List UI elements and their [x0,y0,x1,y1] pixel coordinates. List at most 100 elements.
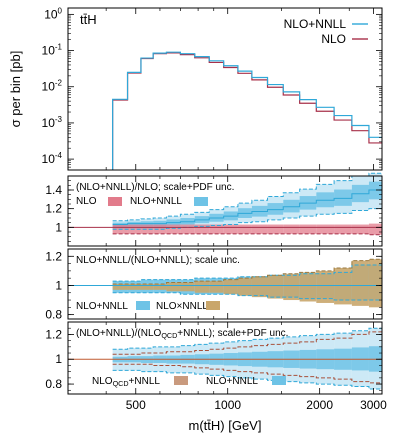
ratio-panel-1: 1 1.2 1.4 (NLO+NNLL)/NLO; scale+PDF unc. NLO… [45,172,383,247]
band-nlo [180,224,195,234]
band-nlo [166,224,181,234]
band-nlo-nnll [283,199,300,213]
plot-frame [67,7,383,171]
ratio-panel-2: 0.8 1 1.2 NLO+NNLL/(NLO+NNLL); scale unc. NL… [45,248,383,322]
central-nlo-nnll [112,189,382,226]
plot-frame [67,175,383,247]
x-tick-label: 3000 [360,398,387,412]
legend-label: NLO+NNLL [206,376,258,387]
y-tick-label: 1.2 [45,202,62,216]
band-nlo-x-nnll [267,275,284,299]
lower-nloqcd-nnll [112,363,382,384]
band-nlo [237,224,252,234]
band-nlo [194,224,210,234]
y-tick-label: 1 [55,278,62,292]
band-nlo-x-nnll [153,284,167,290]
x-tick-label: 2000 [306,398,333,412]
band-nlo [251,224,268,234]
band-nlo-x-nnll [237,278,252,296]
panel-label-part: (NLO+NNLL)/(NLO [76,328,162,339]
plot-frame [67,248,383,320]
legend-label: NLO+NNLL [284,17,347,31]
lower-nlo-nnll [112,292,382,301]
band-nlo-x-nnll [194,281,210,293]
band-nlo [283,224,300,234]
y-tick-label: 10-3 [42,115,63,130]
band-nlo [209,224,224,234]
y-tick-label: 1 [55,220,62,234]
panel-label-part: +NNLL); scale+PDF unc. [177,328,288,339]
band-nlo-x-nnll [140,284,154,290]
panel-label: (NLO+NNLL)/NLO; scale+PDF unc. [76,182,234,193]
y-tick-label: 100 [44,6,62,21]
band-nlo-nnll [267,203,284,215]
band-nlo-x-nnll [166,282,181,292]
panel-label: (NLO+NNLL)/(NLOQCD+NNLL); scale+PDF unc. [76,328,288,340]
lower-nlo-nnll [112,208,382,230]
band-nlo [140,224,154,234]
legend-label: NLO×NNLL [156,301,208,312]
y-axis-label: σ per bin [pb] [8,51,23,128]
x-axis-label: m(tt̄H) [GeV] [189,418,262,433]
legend-label-part: NLO [92,376,113,387]
y-tick-label: 10-4 [42,151,63,166]
band-nlo-x-nnll [316,270,335,303]
y-tick-label: 10-1 [42,43,63,58]
series-line-nlo-nnll [112,51,382,170]
band-nlo [153,224,167,234]
band-nlo [351,224,369,234]
legend-label: NLO [321,32,346,46]
legend-label: NLO+NNLL [130,196,182,207]
y-tick-label: 10-2 [42,79,63,94]
band-nlo [334,224,352,234]
panel-label-part: QCD [161,331,177,340]
legend-swatch [194,197,208,206]
band-nlo [267,224,284,234]
y-tick-label: 0.8 [45,308,62,322]
lower-nlo-nnll [112,369,382,390]
legend-label: NLO [76,196,97,207]
y-tick-label: 0.8 [45,377,62,391]
legend-label: NLOQCD+NNLL [92,376,160,388]
legend-swatch [206,301,220,310]
legend-label-part: QCD [113,379,129,388]
shared-x-axis: 500 1000 2000 3000 m(tt̄H) [GeV] [126,398,387,433]
y-tick-label: 1 [55,352,62,366]
series-line-nlo [112,52,382,170]
band-nlo-x-nnll [180,282,195,292]
band-nlo-x-nnll [209,281,224,293]
upper-nlo-nnll [112,327,382,350]
plot-frame [67,321,383,395]
band-nlo-x-nnll [223,279,238,295]
y-tick-label: 1.2 [45,327,62,341]
legend-swatch [108,197,122,206]
band-nlo-x-nnll [299,272,317,302]
band-nlo-x-nnll [283,273,300,301]
process-label: tt̄H [80,12,97,27]
band-nlo-nnll [334,189,352,206]
legend-swatch [174,376,188,385]
band-nlo-x-nnll [368,259,382,308]
x-tick-label: 500 [126,398,146,412]
upper-nloqcd-nnll [112,331,382,355]
upper-nlo-x-nnll [112,258,382,285]
legend-label-part: +NNLL [129,376,161,387]
legend-swatch [136,301,150,310]
band-nlo-x-nnll [251,276,268,298]
ratio-panel-3: 0.811.2 (NLO+NNLL)/(NLOQCD+NNLL); scale+P… [45,321,383,395]
y-tick-label: 1.4 [45,183,62,197]
legend-label: NLO+NNLL [76,301,128,312]
band-nlo-x-nnll [112,284,128,290]
legend-swatch [272,376,286,385]
x-tick-label: 1000 [214,398,241,412]
band-nlo [299,224,317,234]
panel-label: NLO+NNLL/(NLO+NNLL); scale unc. [76,255,240,266]
band-nlo-x-nnll [351,260,369,306]
upper-nlo-nnll [112,264,382,282]
band-nlo [368,223,382,235]
band-nlo-x-nnll [127,284,141,290]
lower-nlo [112,233,382,236]
upper-nlo-nnll [112,172,382,222]
